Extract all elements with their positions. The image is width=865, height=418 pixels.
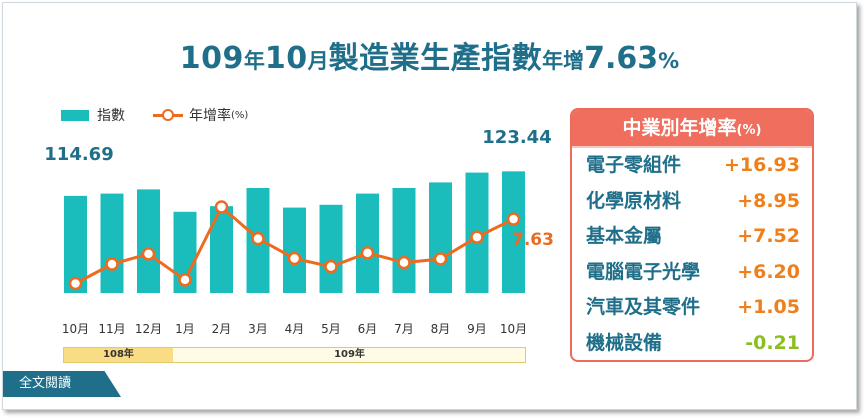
- legend-line-swatch: [153, 109, 183, 121]
- growth-point: [287, 251, 302, 266]
- x-tick-label: 2月: [212, 322, 232, 336]
- industry-name: 基本金屬: [586, 225, 663, 248]
- industry-row: 電腦電子光學 +6.20: [572, 255, 812, 291]
- growth-point: [178, 273, 192, 287]
- data-label-last-bar: 123.44: [482, 127, 551, 148]
- panel-title: 中業別年增率(%): [572, 110, 812, 148]
- growth-point: [470, 230, 484, 244]
- industry-row: 汽車及其零件 +1.05: [572, 290, 812, 326]
- industry-value: +1.05: [737, 296, 800, 319]
- bar: [100, 193, 124, 293]
- x-tick-label: 12月: [135, 322, 162, 336]
- industry-value: +8.95: [737, 189, 800, 212]
- growth-point: [141, 247, 156, 261]
- x-tick-label: 9月: [467, 322, 487, 336]
- industry-row: 化學原材料 +8.95: [572, 184, 812, 220]
- x-tick-label: 3月: [248, 322, 268, 336]
- bar: [137, 189, 160, 293]
- industry-name: 電腦電子光學: [586, 260, 701, 283]
- bar: [283, 207, 306, 293]
- growth-point: [68, 276, 83, 291]
- data-label-last-line: 7.63: [512, 230, 554, 250]
- legend-bar-swatch: [61, 109, 89, 121]
- x-tick-label: 10月: [500, 322, 527, 336]
- x-tick-label: 8月: [431, 322, 451, 336]
- growth-point: [251, 231, 265, 246]
- page-title: 109年10月製造業生產指數年增7.63%: [179, 41, 680, 76]
- x-tick-label: 10月: [62, 322, 89, 336]
- industry-value: +6.20: [737, 260, 800, 283]
- x-tick-label: 5月: [321, 322, 341, 336]
- chart-legend: 指數 年增率 (%): [61, 105, 248, 125]
- industry-growth-panel: 中業別年增率(%) 電子零組件 +16.93 化學原材料 +8.95 基本金屬 +7.…: [570, 108, 814, 362]
- x-tick-label: 6月: [358, 322, 378, 336]
- industry-name: 化學原材料: [586, 189, 682, 212]
- infographic-card: 109年10月製造業生產指數年增7.63% 指數 年增率 (%) 10月 11月 12…: [2, 2, 857, 410]
- legend-bar-label: 指數: [97, 108, 125, 124]
- industry-row: 基本金屬 +7.52: [572, 219, 812, 255]
- legend-line-unit: (%): [231, 109, 249, 121]
- bar: [356, 193, 379, 293]
- growth-point: [324, 259, 338, 274]
- data-label-first-bar: 114.69: [44, 144, 113, 165]
- industry-name: 電子零組件: [586, 154, 682, 176]
- bar: [502, 171, 525, 293]
- bar: [429, 182, 452, 293]
- industry-row: 電子零組件 +16.93: [572, 148, 812, 184]
- industry-value: -0.21: [745, 331, 800, 354]
- bar: [173, 211, 197, 293]
- bar: [64, 195, 87, 293]
- growth-point: [433, 252, 448, 266]
- growth-point: [105, 257, 119, 271]
- year-strip: 108年 109年: [63, 347, 526, 363]
- legend-line-label: 年增率: [189, 108, 231, 124]
- read-full-text-button[interactable]: 全文閱讀: [3, 371, 121, 397]
- industry-name: 機械設備: [586, 331, 663, 354]
- bar: [319, 204, 343, 293]
- industry-name: 汽車及其零件: [586, 296, 701, 319]
- growth-point: [360, 246, 375, 260]
- year-label-109: 109年: [334, 349, 365, 360]
- x-tick-label: 7月: [394, 322, 414, 336]
- x-tick-label: 4月: [285, 322, 305, 336]
- growth-point: [397, 255, 411, 270]
- growth-point: [214, 200, 229, 214]
- x-tick-label: 11月: [98, 322, 125, 336]
- industry-value: +16.93: [723, 154, 800, 176]
- industry-value: +7.52: [737, 225, 800, 248]
- industry-row: 機械設備 -0.21: [572, 326, 812, 360]
- year-label-108: 108年: [64, 348, 173, 362]
- bar: [210, 206, 233, 293]
- bar: [392, 188, 416, 293]
- growth-point: [506, 212, 521, 226]
- combo-chart: 10月 11月 12月 1月 2月 3月 4月 5月 6月 7月 8月 9月 10月 114.69 123.…: [44, 127, 554, 336]
- x-tick-label: 1月: [175, 322, 195, 336]
